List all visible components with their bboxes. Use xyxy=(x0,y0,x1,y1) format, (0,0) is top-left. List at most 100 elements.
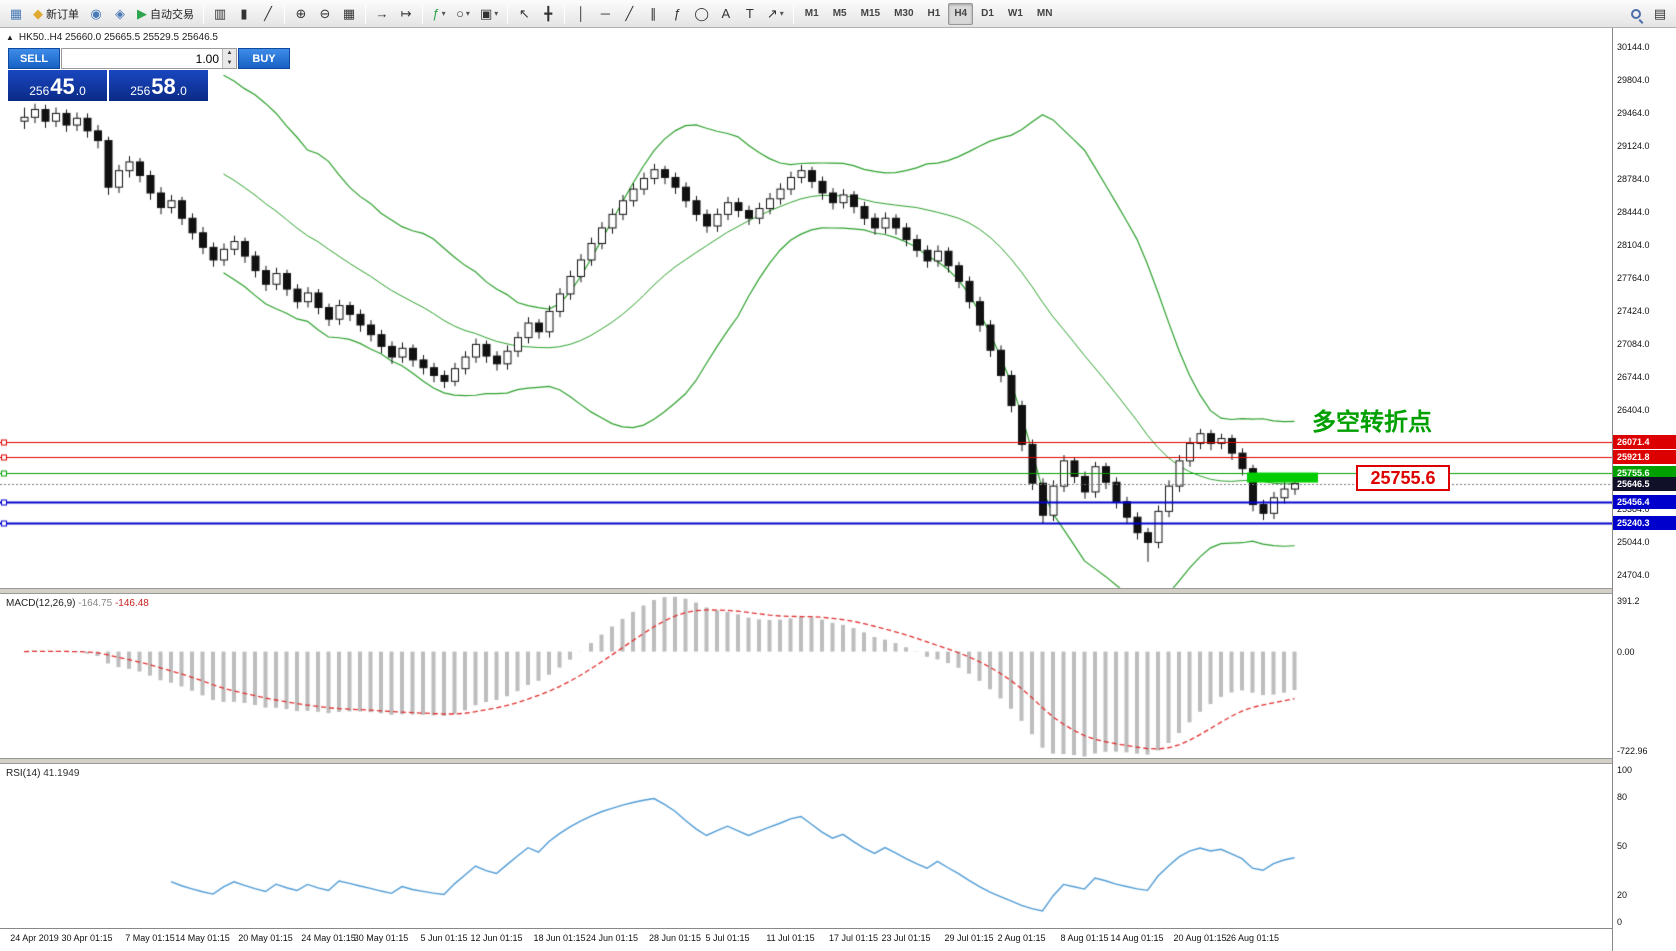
price-tick: 25384.0 xyxy=(1617,504,1650,515)
price-axis[interactable]: 30144.0 29804.0 29464.0 29124.0 28784.0 28444… xyxy=(1612,28,1676,951)
toolbar: ▦ ◆ 新订单 ◉ ◈ ▶ 自动交易 ▥ ▮ ╱ ⊕ ⊖ ▦ → ↦ ƒ ▾ ○ ▾ ▣ ▾ ↖ ╋ │ ─ ╱ ∥ ƒ ◯ A T ↗ ▾ M… xyxy=(0,0,1676,28)
price-tick: 28784.0 xyxy=(1617,174,1650,185)
time-tick: 23 Jul 01:15 xyxy=(881,933,931,943)
rsi-name: RSI(14) xyxy=(6,768,41,779)
time-tick: 24 Apr 2019 xyxy=(10,933,59,943)
time-tick: 5 Jun 01:15 xyxy=(420,933,468,943)
price-tick: 25044.0 xyxy=(1617,537,1650,548)
chart-shift-icon[interactable]: ↦ xyxy=(400,6,412,21)
volume-input[interactable] xyxy=(62,49,222,68)
rsi-value: 41.1949 xyxy=(43,768,80,779)
time-tick: 2 Aug 01:15 xyxy=(997,933,1046,943)
level-price-box: 26071.4 xyxy=(1613,435,1676,450)
line-chart-icon[interactable]: ╱ xyxy=(264,6,272,21)
chart-canvas[interactable] xyxy=(0,28,1612,951)
time-tick: 26 Aug 01:15 xyxy=(1225,933,1280,943)
toolbar-separator xyxy=(365,3,366,24)
zoom-in-icon[interactable]: ⊕ xyxy=(295,6,307,21)
time-tick: 30 May 01:15 xyxy=(353,933,409,943)
time-tick: 24 May 01:15 xyxy=(301,933,356,943)
timeframe-m5[interactable]: M5 xyxy=(832,8,847,19)
chart-title-text: HK50..H4 25660.0 25665.5 25529.5 25646.5 xyxy=(18,32,218,43)
rsi-pane-divider[interactable] xyxy=(0,758,1676,764)
buy-price[interactable]: 256 58.0 xyxy=(109,70,208,101)
volume-up-button[interactable]: ▲ xyxy=(223,49,236,59)
horizontal-line-icon[interactable]: ─ xyxy=(600,6,610,21)
price-tick: 26744.0 xyxy=(1617,372,1650,383)
buy-button[interactable]: BUY xyxy=(238,48,290,69)
macd-tick: -722.96 xyxy=(1617,746,1648,756)
timeframe-h1[interactable]: H1 xyxy=(927,8,941,19)
level-price-box: 25240.3 xyxy=(1613,515,1676,530)
timeframe-mn[interactable]: MN xyxy=(1036,8,1053,19)
macd-name: MACD(12,26,9) xyxy=(6,598,76,609)
volume-down-button[interactable]: ▼ xyxy=(223,58,236,68)
candlestick-chart-icon[interactable]: ▮ xyxy=(240,6,248,21)
time-axis[interactable]: 24 Apr 2019 30 Apr 01:15 7 May 01:15 14 May… xyxy=(0,928,1612,951)
new-order-button[interactable]: ◆ 新订单 xyxy=(33,6,79,21)
macd-pane-divider[interactable] xyxy=(0,588,1676,594)
macd-value-signal: -146.48 xyxy=(114,598,149,609)
time-tick: 17 Jul 01:15 xyxy=(828,933,879,943)
toolbar-right: ▤ xyxy=(1624,3,1672,25)
bid-price-box: 25646.5 xyxy=(1613,476,1676,491)
time-tick: 14 Aug 01:15 xyxy=(1110,933,1164,943)
rsi-tick: 0 xyxy=(1617,917,1623,927)
chart-collapse-icon: ▲ xyxy=(6,33,14,42)
price-tick: 24704.0 xyxy=(1617,570,1650,581)
level-price-box: 25755.6 xyxy=(1613,465,1676,480)
time-tick: 5 Jul 01:15 xyxy=(705,933,750,943)
timeframe-w1[interactable]: W1 xyxy=(1007,8,1023,19)
timeframe-m1[interactable]: M1 xyxy=(804,8,819,19)
autotrading-button[interactable]: ▶ 自动交易 xyxy=(137,6,194,21)
search-icon[interactable] xyxy=(1625,3,1647,25)
zoom-out-icon[interactable]: ⊖ xyxy=(319,6,331,21)
market-watch-icon[interactable]: ◉ xyxy=(90,6,102,21)
timeframe-h4[interactable]: H4 xyxy=(948,2,974,25)
trendline-icon[interactable]: ╱ xyxy=(625,6,634,21)
channel-icon[interactable]: ∥ xyxy=(650,6,657,21)
time-tick: 8 Aug 01:15 xyxy=(1060,933,1109,943)
tile-windows-icon[interactable]: ▦ xyxy=(342,6,356,21)
price-tick: 30144.0 xyxy=(1617,42,1650,53)
bar-chart-icon[interactable]: ▥ xyxy=(213,6,227,21)
time-tick: 12 Jun 01:15 xyxy=(470,933,523,943)
crosshair-icon[interactable]: ╋ xyxy=(544,6,553,21)
shapes-icon[interactable]: ◯ xyxy=(694,6,709,21)
price-tick: 28104.0 xyxy=(1617,240,1650,251)
fibonacci-icon[interactable]: ƒ xyxy=(673,6,681,21)
toolbar-groups: ▦ ◆ 新订单 ◉ ◈ ▶ 自动交易 ▥ ▮ ╱ ⊕ ⊖ ▦ → ↦ ƒ ▾ ○ ▾ ▣ ▾ ↖ ╋ │ ─ ╱ ∥ ƒ ◯ A T ↗ ▾ xyxy=(4,3,789,25)
chart-title: ▲ HK50..H4 25660.0 25665.5 25529.5 25646… xyxy=(6,32,218,43)
timeframe-bar: M1 M5 M15 M30 H1 H4 D1 W1 MN xyxy=(798,2,1060,25)
turning-point-annotation: 多空转折点 xyxy=(1312,409,1432,436)
auto-scroll-icon[interactable]: → xyxy=(375,6,389,21)
time-tick: 14 May 01:15 xyxy=(175,933,230,943)
new-chart-icon[interactable]: ▦ xyxy=(9,6,23,21)
timeframe-m30[interactable]: M30 xyxy=(894,8,914,19)
text-label-icon[interactable]: T xyxy=(745,6,754,21)
price-tick: 29464.0 xyxy=(1617,108,1650,119)
timeframe-d1[interactable]: D1 xyxy=(981,8,994,19)
price-tick: 27424.0 xyxy=(1617,306,1650,317)
periods-icon[interactable]: ○ ▾ xyxy=(456,6,470,21)
timeframe-m15[interactable]: M15 xyxy=(860,8,881,19)
time-tick: 24 Jun 01:15 xyxy=(585,933,639,943)
cursor-icon[interactable]: ↖ xyxy=(518,6,530,21)
templates-icon[interactable]: ▣ ▾ xyxy=(480,6,499,21)
navigator-icon[interactable]: ◈ xyxy=(115,6,125,21)
toolbar-separator xyxy=(203,3,204,24)
rsi-label: RSI(14) 41.1949 xyxy=(6,768,79,779)
layout-icon[interactable]: ▤ xyxy=(1653,6,1667,21)
price-digits: 256 xyxy=(29,84,50,98)
sell-button[interactable]: SELL xyxy=(8,48,60,69)
toolbar-separator xyxy=(507,3,509,24)
toolbar-separator xyxy=(564,3,566,24)
vertical-line-icon[interactable]: │ xyxy=(577,6,586,21)
price-tick: 27764.0 xyxy=(1617,273,1650,284)
price-tick: 29804.0 xyxy=(1617,75,1650,86)
text-icon[interactable]: A xyxy=(721,6,731,21)
indicators-icon[interactable]: ƒ ▾ xyxy=(432,6,446,21)
sell-price[interactable]: 256 45.0 xyxy=(8,70,107,101)
price-digits: .0 xyxy=(75,84,86,98)
arrows-icon[interactable]: ↗ ▾ xyxy=(766,6,784,21)
